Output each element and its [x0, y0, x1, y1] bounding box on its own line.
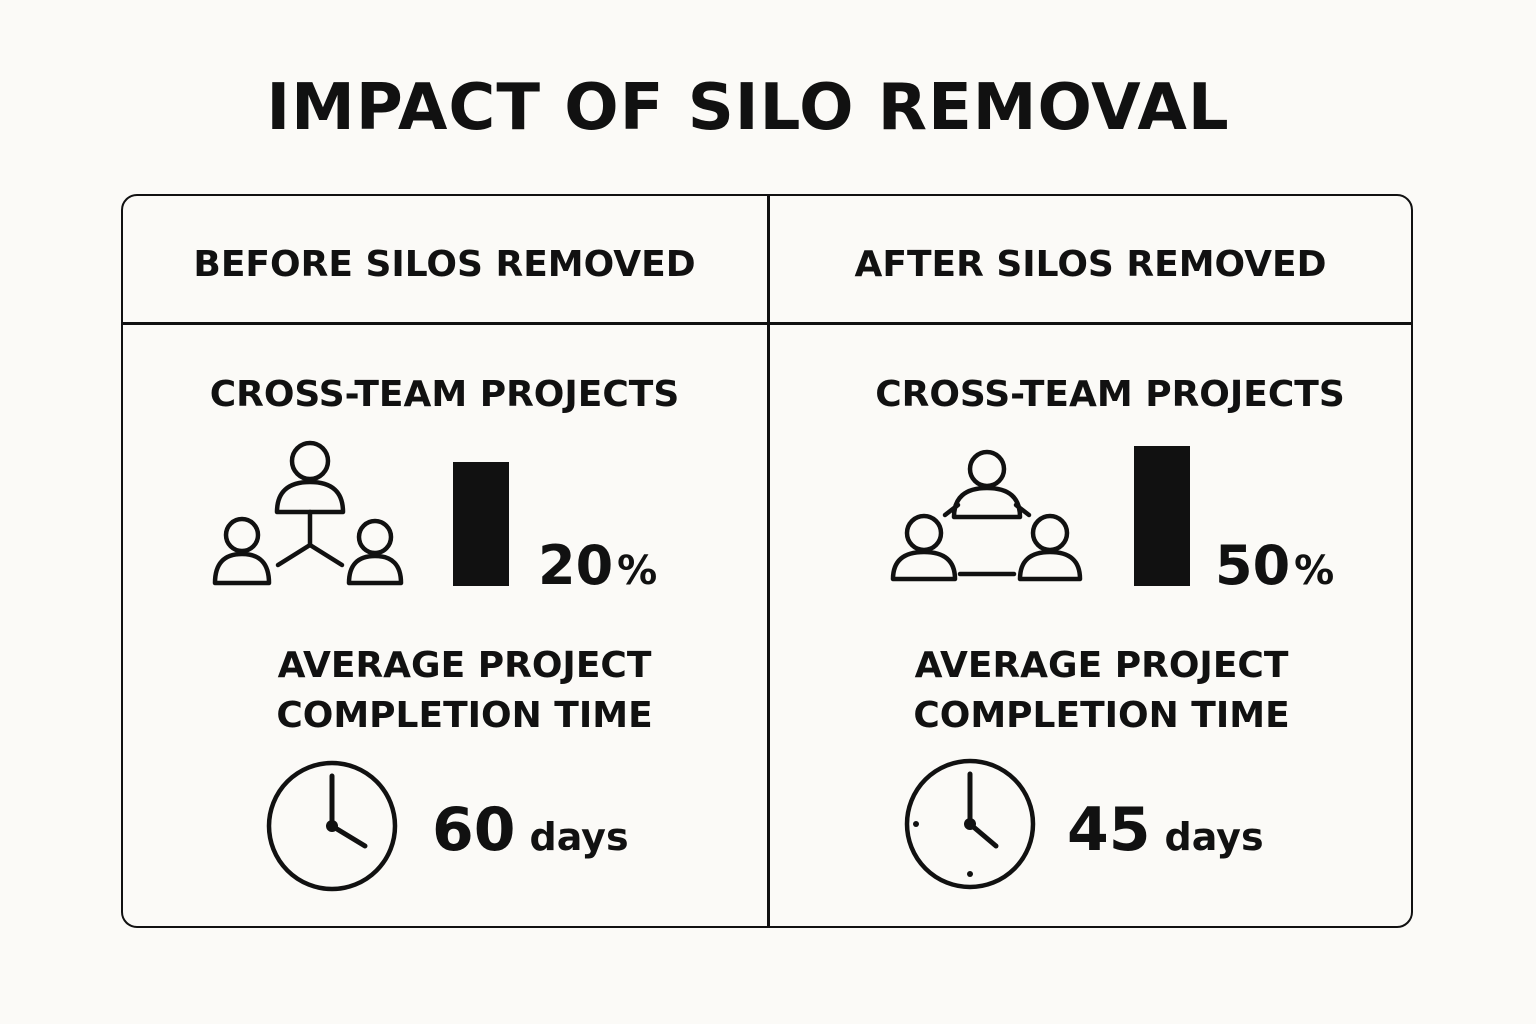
after-completion-number: 45: [1067, 795, 1151, 865]
before-projects-value: 20%: [538, 536, 657, 601]
after-projects-value: 50%: [1215, 536, 1334, 601]
after-projects-bar: [1134, 446, 1190, 586]
after-completion-label-line1: AVERAGE PROJECT: [914, 645, 1289, 686]
after-completion-label-line2: COMPLETION TIME: [913, 695, 1290, 736]
before-projects-bar: [453, 462, 509, 586]
clock-icon: [266, 760, 398, 892]
before-completion-value: 60 days: [432, 795, 629, 880]
after-projects-unit: %: [1294, 548, 1335, 594]
before-completion-label-line2: COMPLETION TIME: [276, 695, 653, 736]
before-projects-number: 20: [538, 534, 614, 597]
after-projects-label: CROSS-TEAM PROJECTS: [875, 374, 1345, 415]
page-title: IMPACT OF SILO REMOVAL: [266, 71, 1230, 145]
before-header: BEFORE SILOS REMOVED: [193, 244, 696, 285]
after-completion-value: 45 days: [1067, 795, 1264, 880]
header-divider: [122, 322, 1412, 325]
before-completion-unit: days: [529, 815, 629, 859]
after-header: AFTER SILOS REMOVED: [854, 244, 1327, 285]
before-projects-unit: %: [617, 548, 658, 594]
before-projects-label: CROSS-TEAM PROJECTS: [209, 374, 680, 415]
before-completion-number: 60: [432, 795, 516, 865]
connected-people-icon: [890, 449, 1083, 582]
column-divider: [767, 195, 770, 928]
after-projects-number: 50: [1215, 534, 1291, 597]
before-completion-label-line1: AVERAGE PROJECT: [277, 645, 652, 686]
clock-icon: [904, 758, 1036, 890]
hierarchy-people-icon: [212, 440, 404, 586]
after-completion-unit: days: [1164, 815, 1264, 859]
